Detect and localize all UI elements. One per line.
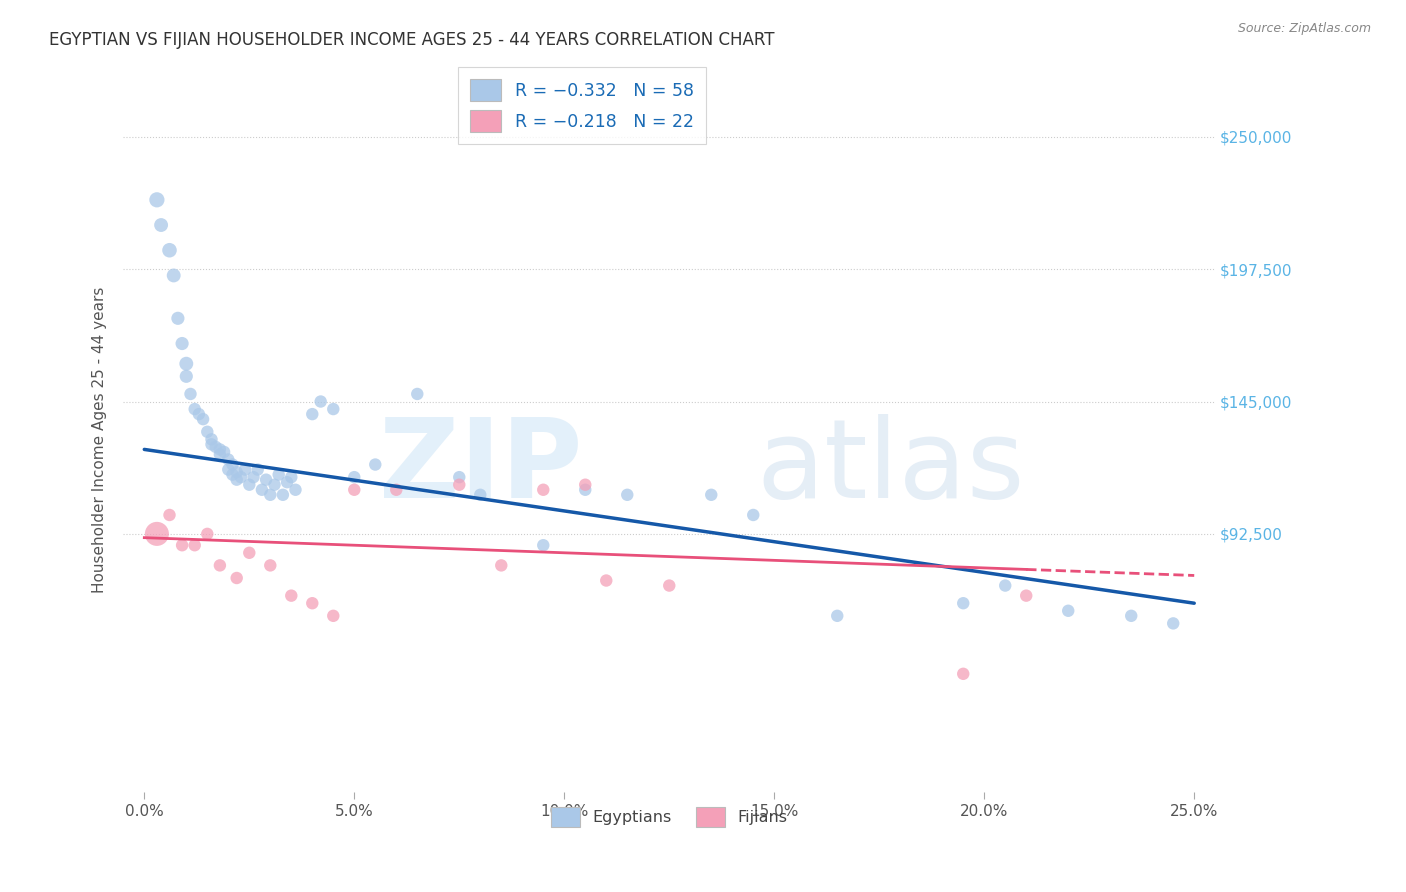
Y-axis label: Householder Income Ages 25 - 44 years: Householder Income Ages 25 - 44 years [93,286,107,592]
Point [250,483,273,497]
Point [406,387,429,401]
Point [574,477,596,491]
Point [217,452,239,467]
Point [322,402,344,417]
Point [217,462,239,476]
Point [259,558,281,573]
Text: Source: ZipAtlas.com: Source: ZipAtlas.com [1237,22,1371,36]
Point [301,407,323,421]
Point [952,596,974,610]
Point [658,578,681,592]
Point [187,407,209,421]
Point [254,473,277,487]
Point [242,470,264,484]
Point [208,447,231,461]
Point [179,387,201,401]
Point [204,440,226,454]
Point [1057,604,1080,618]
Point [176,369,198,384]
Point [994,578,1017,592]
Point [284,483,307,497]
Point [449,470,471,484]
Point [238,546,260,560]
Point [212,445,235,459]
Point [301,596,323,610]
Point [309,394,332,409]
Point [150,218,173,232]
Point [225,571,247,585]
Point [263,477,285,491]
Point [159,244,181,258]
Point [952,666,974,681]
Legend: Egyptians, Fijians: Egyptians, Fijians [544,800,794,834]
Point [183,402,205,417]
Point [146,193,169,207]
Point [146,527,169,541]
Text: atlas: atlas [756,414,1025,521]
Point [531,538,554,552]
Point [183,538,205,552]
Point [229,470,252,484]
Point [595,574,617,588]
Text: EGYPTIAN VS FIJIAN HOUSEHOLDER INCOME AGES 25 - 44 YEARS CORRELATION CHART: EGYPTIAN VS FIJIAN HOUSEHOLDER INCOME AG… [49,31,775,49]
Point [233,462,256,476]
Point [276,475,298,490]
Point [322,608,344,623]
Point [531,483,554,497]
Text: ZIP: ZIP [378,414,582,521]
Point [221,467,243,482]
Point [364,458,387,472]
Point [491,558,513,573]
Point [195,425,218,439]
Point [280,470,302,484]
Point [343,470,366,484]
Point [343,483,366,497]
Point [1015,589,1038,603]
Point [825,608,848,623]
Point [159,508,181,522]
Point [172,538,194,552]
Point [208,442,231,457]
Point [742,508,765,522]
Point [1161,616,1184,631]
Point [163,268,186,283]
Point [267,467,290,482]
Point [1121,608,1143,623]
Point [176,357,198,371]
Point [200,433,222,447]
Point [225,473,247,487]
Point [172,336,194,351]
Point [700,488,723,502]
Point [200,437,222,451]
Point [191,412,214,426]
Point [225,465,247,479]
Point [574,483,596,497]
Point [470,488,492,502]
Point [259,488,281,502]
Point [208,558,231,573]
Point [385,483,408,497]
Point [195,527,218,541]
Point [246,462,269,476]
Point [167,311,190,326]
Point [238,477,260,491]
Point [280,589,302,603]
Point [449,477,471,491]
Point [271,488,294,502]
Point [616,488,638,502]
Point [221,458,243,472]
